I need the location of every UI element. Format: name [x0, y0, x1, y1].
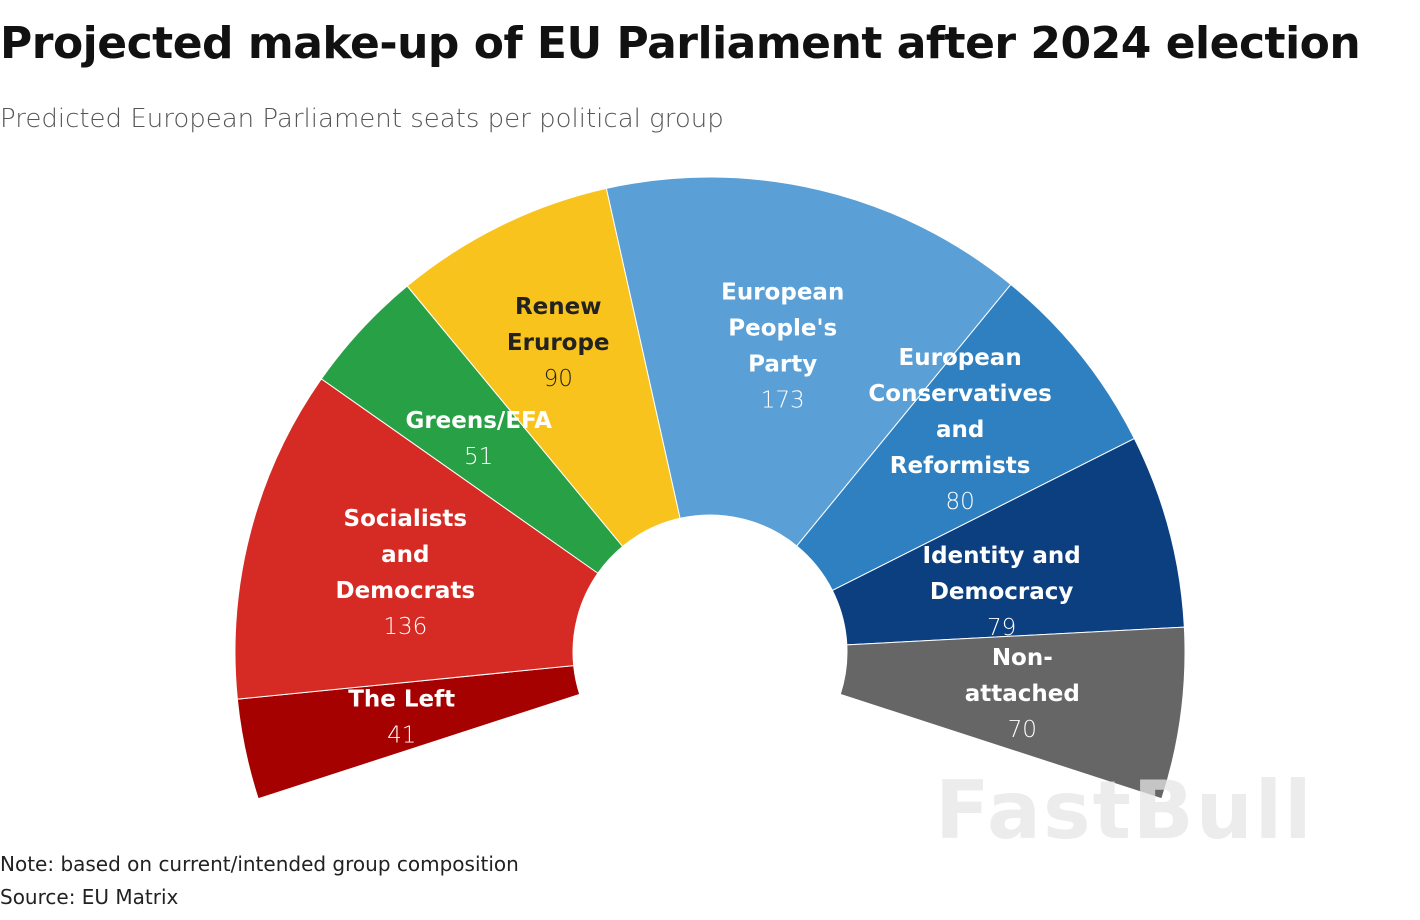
slice-label-line: Identity and	[923, 543, 1081, 569]
chart-title: Projected make-up of EU Parliament after…	[0, 18, 1361, 69]
slice-label-line: Conservatives	[868, 381, 1051, 407]
slice-label-line: People's	[728, 316, 837, 342]
chart-note: Note: based on current/intended group co…	[0, 852, 519, 876]
slice-label-line: Socialists	[344, 506, 468, 532]
slice-label-line: Non-	[992, 645, 1053, 671]
slice-value: 173	[761, 388, 805, 414]
slice-socialists-and-democrats	[234, 378, 599, 700]
chart-source: Source: EU Matrix	[0, 885, 179, 909]
slice-label-line: European	[721, 280, 844, 306]
label-greens-efa: Greens/EFA 51	[405, 408, 552, 470]
slice-label-line: European	[899, 345, 1022, 371]
label-european-conservatives-and-reformists: European Conservatives and Reformists 80	[868, 345, 1051, 515]
slice-european-conservatives-and-reformists	[796, 283, 1136, 592]
slice-european-people-s-party	[605, 176, 1012, 547]
slice-renew-erurope	[406, 187, 681, 548]
slice-non-attached	[839, 626, 1186, 800]
label-european-people-s-party: European People's Party 173	[721, 280, 844, 414]
slice-label-line: and	[936, 417, 984, 443]
slice-value: 79	[987, 615, 1016, 641]
slice-label-line: and	[381, 542, 429, 568]
slice-value: 90	[544, 366, 573, 392]
slice-label-line: Party	[748, 352, 817, 378]
slice-label-line: The Left	[348, 687, 455, 713]
label-renew-erurope: Renew Erurope 90	[507, 294, 610, 392]
slice-label-line: Democracy	[930, 579, 1074, 605]
chart-subtitle: Predicted European Parliament seats per …	[0, 104, 724, 134]
watermark: FastBull	[935, 764, 1314, 857]
label-socialists-and-democrats: Socialists and Democrats 136	[335, 506, 475, 640]
slice-value: 70	[1008, 717, 1037, 743]
label-the-left: The Left 41	[348, 687, 455, 749]
slice-label-line: Reformists	[890, 453, 1031, 479]
slice-value: 41	[387, 723, 416, 749]
slice-label-line: Greens/EFA	[405, 408, 552, 434]
slice-label-line: Renew	[515, 294, 602, 320]
slice-value: 51	[464, 444, 493, 470]
label-identity-and-democracy: Identity and Democracy 79	[923, 543, 1081, 641]
slice-label-line: Erurope	[507, 330, 610, 356]
label-non-attached: Non-attached 70	[965, 645, 1080, 743]
slice-value: 80	[945, 489, 974, 515]
slice-label-line: Democrats	[335, 578, 475, 604]
slice-label-line: attached	[965, 681, 1080, 707]
slice-value: 136	[383, 614, 427, 640]
slice-identity-and-democracy	[831, 437, 1185, 646]
